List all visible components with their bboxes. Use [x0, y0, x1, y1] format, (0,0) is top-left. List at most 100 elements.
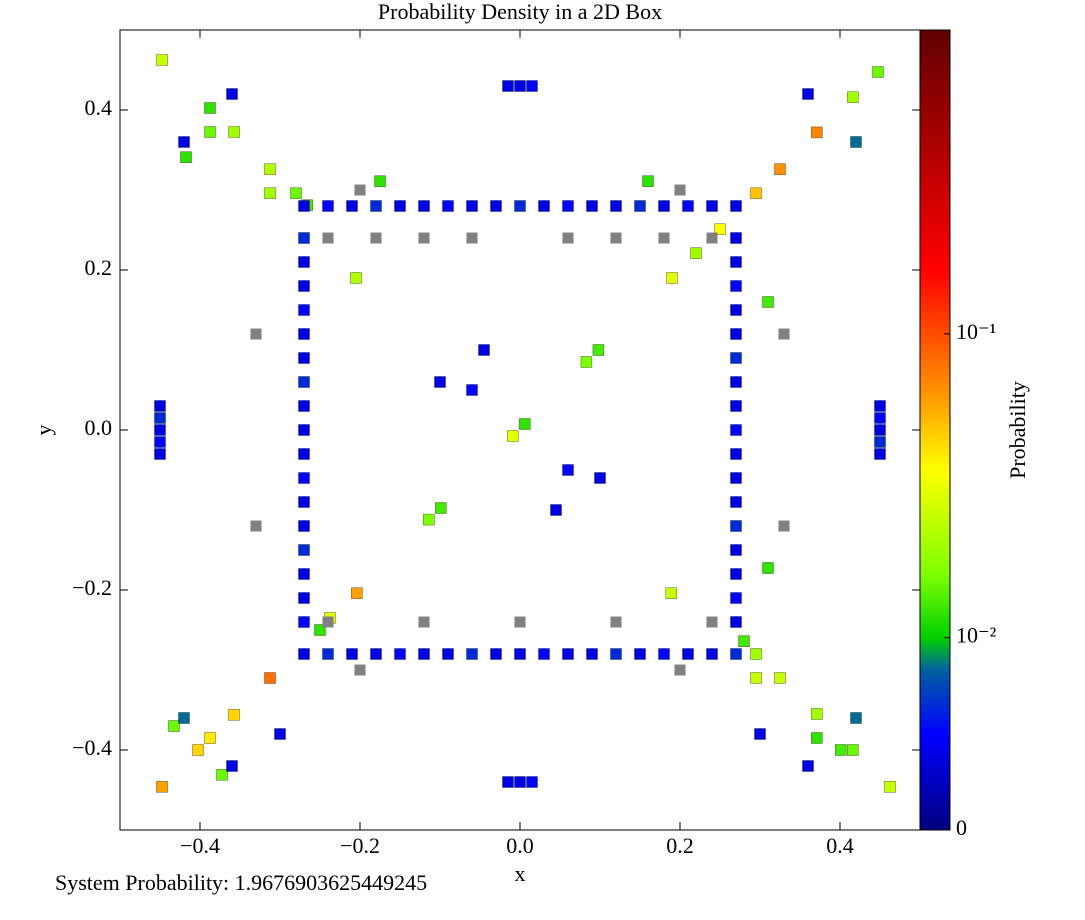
heatmap-cell	[514, 776, 526, 788]
heatmap-cell	[354, 664, 366, 676]
heatmap-cell	[346, 200, 358, 212]
heatmap-cell	[518, 418, 531, 430]
heatmap-cell	[418, 232, 430, 244]
heatmap-cell	[298, 448, 310, 460]
heatmap-cell	[714, 223, 726, 235]
heatmap-cell	[466, 200, 478, 212]
heatmap-cell	[874, 400, 886, 412]
heatmap-cell	[298, 328, 310, 340]
chart-title: Probability Density in a 2D Box	[378, 0, 662, 24]
heatmap-cell	[592, 344, 605, 356]
heatmap-cell	[874, 448, 886, 460]
heatmap-cell	[594, 472, 606, 484]
x-tick-label: 0.2	[666, 833, 694, 858]
heatmap-cell	[810, 708, 823, 720]
heatmap-cell	[394, 648, 406, 660]
heatmap-cell	[762, 296, 774, 308]
heatmap-cell	[586, 200, 598, 212]
heatmap-cell	[706, 200, 718, 212]
heatmap-cell	[422, 513, 435, 526]
heatmap-cell	[850, 136, 862, 148]
heatmap-cell	[298, 424, 310, 436]
heatmap-cell	[298, 400, 310, 412]
heatmap-cell	[750, 648, 762, 660]
heatmap-cell	[850, 712, 862, 724]
heatmap-cell	[730, 352, 742, 364]
heatmap-cell	[322, 200, 334, 212]
heatmap-cell	[156, 54, 168, 66]
heatmap-cell	[180, 151, 192, 163]
heatmap-cell	[514, 200, 526, 212]
heatmap-cell	[730, 328, 742, 340]
heatmap-cell	[442, 648, 454, 660]
heatmap-cell	[610, 200, 622, 212]
y-axis-label: y	[31, 425, 56, 436]
heatmap-cell	[168, 720, 180, 732]
heatmap-cell	[730, 256, 742, 268]
heatmap-cell	[442, 200, 454, 212]
heatmap-cell	[350, 272, 362, 284]
heatmap-cell	[810, 732, 823, 744]
heatmap-cell	[178, 136, 190, 148]
heatmap-cell	[526, 776, 538, 788]
heatmap-cell	[298, 352, 310, 364]
heatmap-cell	[370, 200, 382, 212]
heatmap-cell	[682, 200, 694, 212]
heatmap-cell	[674, 184, 686, 196]
heatmap-cell	[674, 664, 686, 676]
heatmap-cell	[314, 624, 326, 636]
heatmap-cell	[634, 200, 646, 212]
heatmap-cell	[774, 672, 786, 684]
heatmap-cell	[250, 520, 262, 532]
heatmap-cell	[846, 91, 859, 103]
heatmap-cell	[322, 648, 334, 660]
heatmap-cell	[298, 280, 310, 292]
heatmap-cell	[610, 616, 622, 628]
heatmap-cell	[580, 356, 593, 368]
heatmap-cell	[730, 496, 742, 508]
y-tick-label: 0.2	[85, 255, 113, 280]
heatmap-cell	[730, 544, 742, 556]
heatmap-cell	[370, 232, 382, 244]
heatmap-cell	[682, 648, 694, 660]
heatmap-cell	[642, 175, 654, 187]
colorbar-tick-label: 0	[956, 815, 967, 840]
y-tick-label: −0.4	[72, 735, 112, 760]
heatmap-cell	[706, 616, 718, 628]
heatmap-cell	[154, 436, 166, 448]
heatmap-cell	[178, 712, 190, 724]
heatmap-cell	[586, 648, 598, 660]
heatmap-cell	[264, 187, 276, 199]
heatmap-cell	[298, 520, 310, 532]
heatmap-cell	[370, 648, 382, 660]
heatmap-cell	[538, 648, 550, 660]
heatmap-cell	[298, 232, 310, 244]
heatmap-cell	[502, 80, 514, 92]
heatmap-cell	[478, 344, 490, 356]
heatmap-cell	[730, 616, 742, 628]
heatmap-cell	[634, 648, 646, 660]
heatmap-cell	[156, 780, 168, 793]
heatmap-cell	[298, 376, 310, 388]
heatmap-cell	[562, 464, 574, 476]
heatmap-cell	[154, 448, 166, 460]
heatmap-cell	[350, 587, 363, 600]
heatmap-cell	[550, 504, 562, 516]
heatmap-cell	[264, 672, 276, 684]
heatmap-cell	[802, 760, 814, 772]
heatmap-cell	[434, 502, 447, 514]
heatmap-cell	[204, 732, 216, 744]
heatmap-cell	[298, 616, 310, 628]
heatmap-cell	[706, 648, 718, 660]
x-axis-label: x	[515, 861, 526, 886]
heatmap-cell	[506, 430, 519, 442]
heatmap-cell	[874, 412, 886, 424]
x-tick-label: 0.4	[826, 833, 854, 858]
heatmap-cell	[466, 648, 478, 660]
heatmap-cell	[298, 256, 310, 268]
x-tick-label: −0.4	[180, 833, 220, 858]
heatmap-cell	[874, 436, 886, 448]
heatmap-cell	[354, 184, 366, 196]
heatmap-cell	[192, 744, 204, 756]
heatmap-cell	[434, 376, 446, 388]
